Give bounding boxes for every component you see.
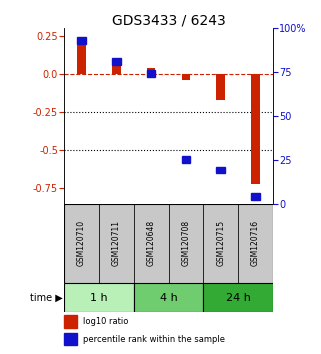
Bar [147, 68, 155, 74]
Bar [251, 193, 260, 200]
Bar [251, 74, 260, 184]
Bar [77, 44, 86, 74]
Bar [238, 204, 273, 283]
Bar [64, 204, 99, 283]
Bar [112, 58, 121, 65]
Text: GSM120710: GSM120710 [77, 220, 86, 267]
Text: time ▶: time ▶ [30, 292, 63, 303]
Text: percentile rank within the sample: percentile rank within the sample [83, 335, 225, 344]
Bar [99, 204, 134, 283]
Text: log10 ratio: log10 ratio [83, 317, 128, 326]
Bar [216, 166, 225, 173]
Text: GSM120716: GSM120716 [251, 220, 260, 267]
Bar [203, 283, 273, 312]
Text: GSM120708: GSM120708 [181, 220, 190, 267]
Bar [64, 315, 77, 328]
Bar [182, 156, 190, 163]
Text: GSM120648: GSM120648 [147, 220, 156, 267]
Bar [112, 67, 121, 74]
Bar [134, 204, 169, 283]
Bar [77, 37, 86, 44]
Bar [216, 74, 225, 100]
Bar [64, 283, 134, 312]
Bar [134, 283, 203, 312]
Bar [182, 74, 190, 80]
Text: 24 h: 24 h [226, 292, 250, 303]
Bar [169, 204, 203, 283]
Text: GSM120715: GSM120715 [216, 220, 225, 267]
Text: 1 h: 1 h [90, 292, 108, 303]
Bar [147, 70, 155, 77]
Title: GDS3433 / 6243: GDS3433 / 6243 [112, 13, 225, 27]
Text: 4 h: 4 h [160, 292, 178, 303]
Bar [64, 333, 77, 345]
Bar [203, 204, 238, 283]
Text: GSM120711: GSM120711 [112, 221, 121, 266]
